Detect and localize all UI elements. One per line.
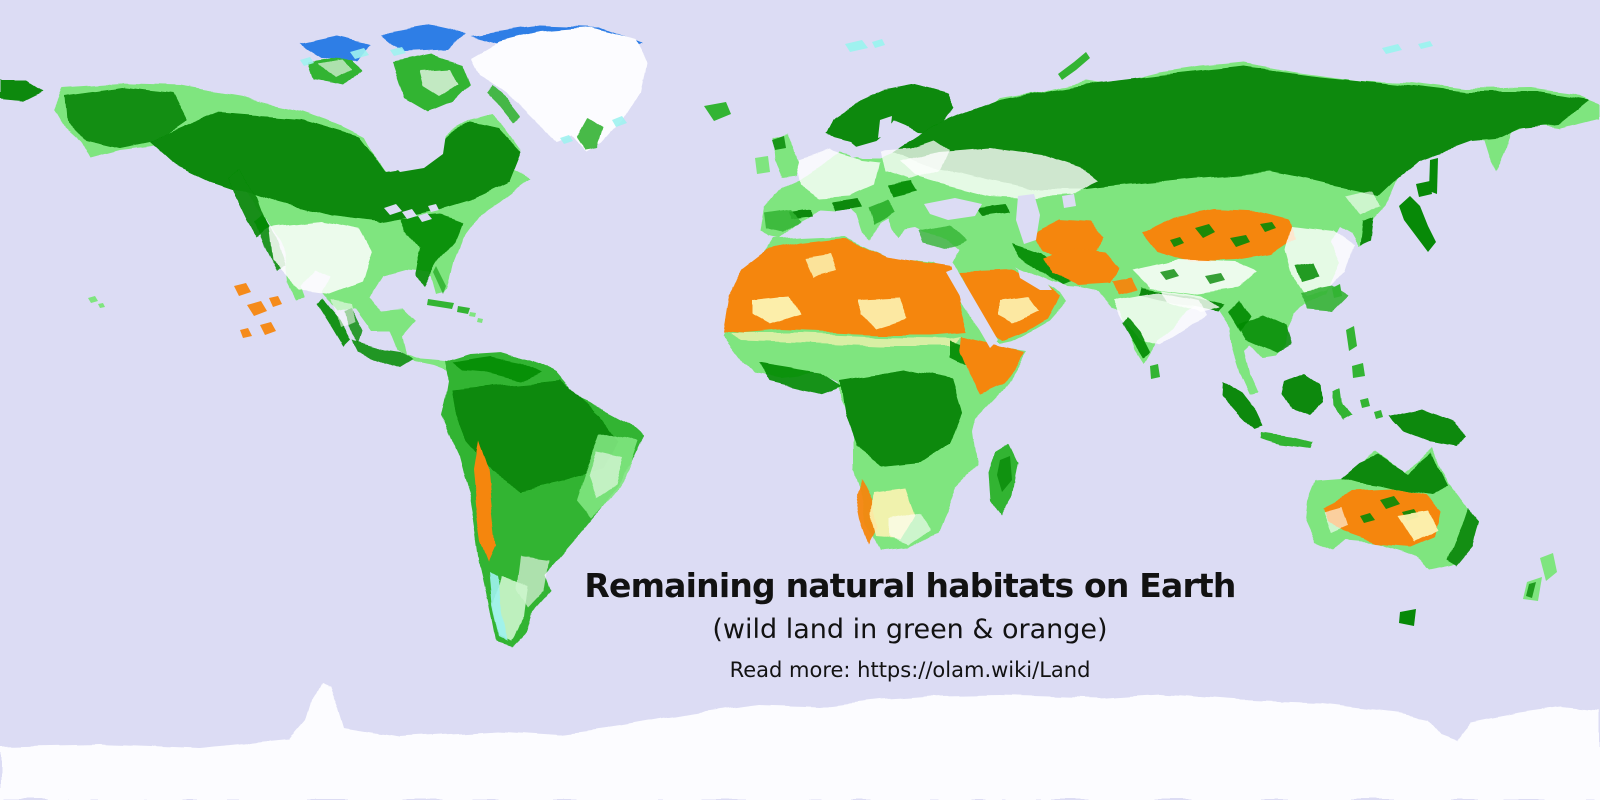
region-western-ghats-forest	[1123, 318, 1150, 358]
region-horn-desert	[960, 336, 1025, 394]
region-japan-islands	[1399, 181, 1436, 252]
region-australia-west-pale	[1322, 505, 1346, 533]
map-caption: Remaining natural habitats on Earth (wil…	[584, 566, 1236, 683]
region-outback-forest-specks	[1360, 496, 1419, 523]
map-subtitle: (wild land in green & orange)	[712, 614, 1108, 645]
region-ireland-island	[755, 156, 770, 174]
region-cuba-island	[427, 299, 454, 309]
region-greenland-ice-fringe	[560, 116, 627, 144]
region-tibet-plateau-pale	[1132, 260, 1258, 294]
region-arctic-ice-specks	[300, 47, 406, 66]
region-new-siberian-ice	[1382, 41, 1433, 54]
region-iceland-island	[704, 102, 731, 121]
region-australia-east-forest	[1448, 508, 1480, 566]
region-madagascar-forest	[997, 456, 1012, 492]
region-midwest-farmland	[268, 222, 372, 294]
region-sahara-sand-pale-west	[752, 296, 800, 326]
region-new-zealand-forest	[1526, 582, 1536, 598]
region-namib-desert	[857, 478, 879, 546]
region-indochina-forest	[1237, 315, 1290, 353]
region-iran-desert	[1042, 248, 1118, 286]
region-arctic-islands-blue-east	[382, 26, 464, 52]
region-gobi-taklamakan-desert	[1142, 208, 1296, 262]
region-sierra-madre-west	[316, 298, 350, 347]
region-taiwan-island	[1332, 284, 1342, 298]
region-victoria-island-snow	[318, 60, 350, 78]
region-brazil-farmland	[588, 452, 622, 498]
region-congo-forest	[840, 370, 962, 466]
region-tasmania-island	[1399, 609, 1416, 626]
region-greenland-coast-green	[486, 84, 603, 150]
region-sakhalin-island	[1429, 158, 1438, 194]
region-baltic-sea	[845, 132, 912, 158]
region-moluccas-specks	[1360, 398, 1383, 419]
region-steppe-farmland	[900, 148, 1098, 198]
region-scotland-forest	[772, 136, 786, 150]
region-sumatra-island	[1221, 380, 1264, 429]
map-readmore: Read more: https://olam.wiki/Land	[729, 658, 1091, 682]
region-great-lakes	[384, 204, 439, 222]
map-title: Remaining natural habitats on Earth	[584, 566, 1236, 605]
region-antarctica	[0, 684, 1600, 800]
region-chukotka-west	[0, 80, 44, 100]
region-borneo-island	[1283, 372, 1323, 416]
region-new-guinea-island	[1390, 408, 1467, 446]
region-novaya-zemlya	[1058, 52, 1090, 80]
region-java-island	[1261, 432, 1312, 448]
region-east-us-forest	[400, 214, 462, 286]
region-southwest-us-deserts	[234, 283, 282, 338]
region-balkans-forest	[868, 200, 894, 224]
region-sri-lanka-island	[1150, 364, 1160, 379]
region-hispaniola-island	[457, 306, 470, 314]
region-central-america-forest	[352, 340, 413, 368]
region-patagonia-ice	[489, 572, 507, 640]
region-hudson-bay	[378, 122, 446, 172]
region-carpathians-forest	[888, 182, 918, 198]
region-persian-gulf	[1018, 270, 1052, 290]
region-baffin-island-snow	[420, 68, 458, 96]
region-black-sea	[924, 198, 982, 220]
region-south-africa-farmland	[890, 512, 930, 545]
region-outback-sand-pale	[1398, 511, 1438, 541]
region-gulf-of-bothnia	[878, 116, 892, 138]
region-alaska-forest	[64, 88, 186, 148]
region-sahel-band	[730, 334, 962, 346]
region-caspian-sea	[1016, 194, 1040, 244]
region-anatolia-forest	[920, 226, 965, 250]
region-arabia-sand-pale	[1000, 296, 1040, 322]
region-sulawesi-island	[1333, 388, 1352, 421]
region-mexico-plateau-farmland	[332, 300, 356, 328]
region-siberia-taiga	[893, 66, 1590, 195]
region-europe-farmland-west	[795, 150, 880, 198]
region-caucasus-forest	[978, 204, 1010, 216]
region-greenland-icecap	[470, 28, 646, 152]
region-gobi-forest-specks	[1170, 222, 1276, 247]
region-hawaii-islands	[88, 296, 105, 308]
region-venezuela-forest	[452, 356, 540, 380]
region-andes-atacama-desert	[473, 440, 496, 561]
region-ganges-farmland	[1162, 290, 1220, 313]
region-caribbean-specks	[469, 312, 483, 323]
region-sichuan-forest	[1296, 262, 1320, 281]
region-australia-north-forest	[1342, 452, 1448, 496]
region-philippines-islands	[1346, 326, 1365, 378]
region-sahara-sand-pale-east	[858, 298, 908, 328]
region-canada-boreal-forest	[150, 112, 520, 222]
region-aral-sea	[1062, 194, 1076, 208]
region-tibet-forest-specks	[1160, 269, 1225, 284]
region-svalbard-ice	[845, 39, 885, 52]
region-korea-forest	[1359, 218, 1373, 246]
region-red-sea	[946, 268, 998, 348]
region-amazon-forest	[452, 380, 620, 492]
region-new-zealand-north	[1540, 553, 1557, 581]
region-iberia-forest	[764, 210, 802, 234]
region-sahara-sand-pale-north	[806, 254, 838, 276]
region-thar-desert	[1110, 278, 1136, 295]
region-alps-forest	[832, 198, 862, 210]
region-manchuria-farmland	[1345, 190, 1382, 216]
region-west-africa-forest	[758, 362, 842, 394]
region-florida-wetland	[433, 266, 446, 294]
